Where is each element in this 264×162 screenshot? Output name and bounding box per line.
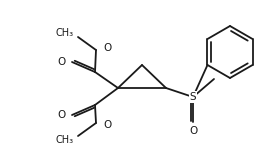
Text: O: O [189, 126, 197, 136]
Text: CH₃: CH₃ [56, 28, 74, 38]
Text: CH₃: CH₃ [56, 135, 74, 145]
Text: O: O [103, 120, 111, 130]
Text: O: O [103, 43, 111, 53]
Text: S: S [190, 92, 196, 102]
Text: O: O [58, 57, 66, 67]
Text: O: O [58, 110, 66, 120]
